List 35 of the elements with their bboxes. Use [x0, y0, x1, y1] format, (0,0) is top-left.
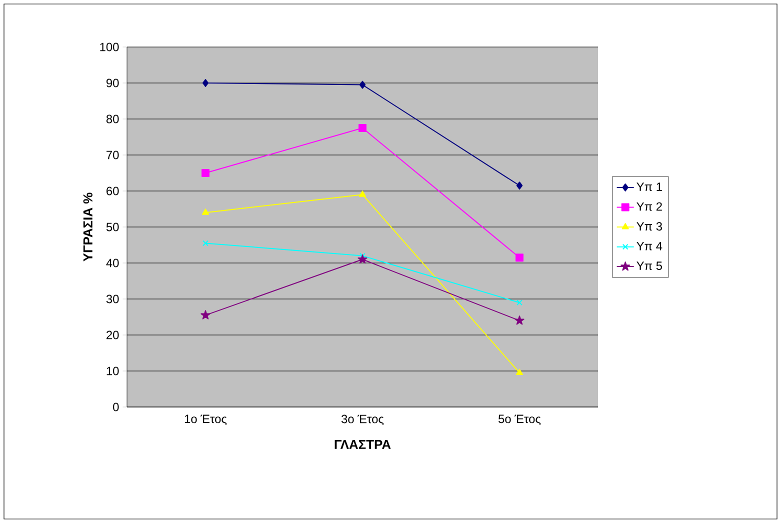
point — [202, 208, 210, 215]
y-tick-label: 60 — [106, 186, 119, 196]
point — [514, 316, 524, 325]
y-tick-label: 10 — [106, 366, 119, 376]
x-tick-label: 3ο Έτος — [341, 414, 384, 426]
x-tick-label: 5ο Έτος — [498, 414, 541, 426]
legend-label: Υπ 5 — [636, 262, 662, 270]
point — [202, 240, 208, 246]
y-tick-label: 40 — [106, 258, 119, 268]
point — [202, 79, 209, 87]
point — [358, 254, 368, 264]
point — [359, 80, 366, 89]
point — [516, 368, 524, 376]
point — [516, 300, 522, 306]
point — [200, 310, 210, 320]
y-axis-title: ΥΓΡΑΣΙΑ % — [83, 192, 92, 262]
legend-label: Υπ 1 — [636, 182, 662, 191]
y-tick-label: 100 — [100, 42, 119, 52]
y-tick-label: 70 — [106, 150, 119, 160]
y-tick-label: 50 — [106, 222, 119, 232]
point — [358, 124, 366, 132]
y-tick-label: 80 — [106, 114, 119, 124]
y-tick-label: 20 — [106, 330, 119, 340]
y-tick-label: 0 — [113, 402, 119, 412]
legend-label: Υπ 2 — [636, 202, 662, 211]
legend-label: Υπ 4 — [636, 242, 662, 250]
y-tick-label: 30 — [106, 294, 119, 304]
point — [516, 254, 524, 262]
legend-label: Υπ 3 — [636, 222, 662, 231]
point — [202, 169, 210, 177]
x-tick-label: 1ο Έτος — [184, 414, 227, 426]
x-axis-title: ΓΛΑΣΤΡΑ — [334, 440, 391, 449]
point — [358, 190, 366, 197]
point — [516, 182, 523, 190]
y-tick-label: 90 — [106, 78, 119, 88]
